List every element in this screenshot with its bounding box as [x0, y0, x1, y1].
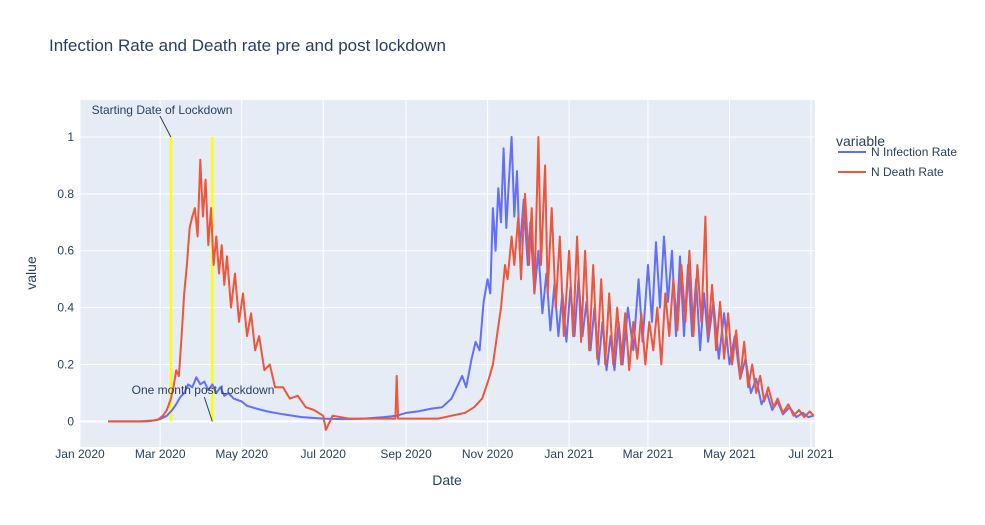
series-line-death-rate — [108, 136, 815, 431]
x-tick-label: Jan 2020 — [55, 447, 105, 461]
y-tick-label: 0.4 — [57, 301, 74, 315]
x-tick-label: Jul 2021 — [788, 447, 834, 461]
x-tick-label: Mar 2020 — [135, 447, 186, 461]
x-axis-title: Date — [432, 472, 462, 488]
y-tick-label: 0 — [67, 414, 74, 428]
legend-title: variable — [836, 133, 885, 149]
y-tick-label: 0.6 — [57, 244, 74, 258]
series-line-infection-rate — [108, 136, 814, 423]
y-tick-label: 1 — [67, 130, 74, 144]
y-axis-title: value — [23, 256, 39, 290]
annotations: Starting Date of Lockdown One month post … — [92, 103, 275, 422]
y-axis-ticks: 0 0.2 0.4 0.6 0.8 1 — [57, 130, 74, 428]
x-tick-label: Jan 2021 — [544, 447, 594, 461]
legend-item-label: N Death Rate — [871, 165, 944, 179]
x-tick-label: Nov 2020 — [462, 447, 514, 461]
legend: variable N Infection Rate N Death Rate — [836, 133, 957, 179]
y-tick-label: 0.8 — [57, 187, 74, 201]
x-tick-label: May 2020 — [215, 447, 268, 461]
x-tick-label: Sep 2020 — [380, 447, 432, 461]
x-tick-label: May 2021 — [703, 447, 756, 461]
annotation-arrow-one-month-post — [203, 396, 213, 422]
x-tick-label: Mar 2021 — [623, 447, 674, 461]
annotation-one-month-post: One month post Lockdown — [132, 383, 275, 397]
chart-title: Infection Rate and Death rate pre and po… — [49, 36, 446, 55]
grid — [79, 100, 815, 447]
annotation-arrow-lockdown-start — [159, 115, 172, 138]
plot-area: Starting Date of Lockdown One month post … — [79, 100, 815, 447]
lockdown-markers — [169, 136, 214, 422]
x-tick-label: Jul 2020 — [301, 447, 347, 461]
annotation-lockdown-start: Starting Date of Lockdown — [92, 103, 233, 117]
plot-background — [80, 100, 815, 447]
y-tick-label: 0.2 — [57, 358, 74, 372]
legend-item-label: N Infection Rate — [871, 145, 957, 159]
x-axis-ticks: Jan 2020 Mar 2020 May 2020 Jul 2020 Sep 2020… — [55, 447, 834, 461]
series-lines — [108, 136, 815, 431]
